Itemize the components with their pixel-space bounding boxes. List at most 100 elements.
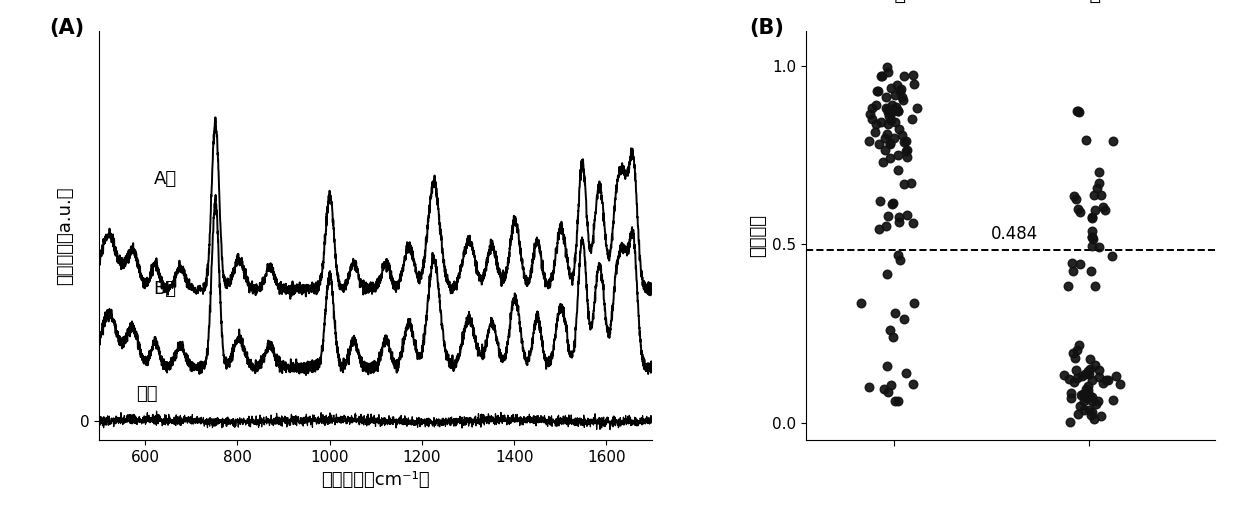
Point [1069, 108, 1089, 116]
Text: A型: A型 [882, 0, 906, 4]
Text: (B): (B) [749, 18, 784, 38]
Point [1083, 235, 1102, 243]
Point [1110, 380, 1130, 388]
Point [866, 120, 885, 129]
Point [880, 139, 900, 147]
Point [877, 63, 897, 72]
Point [897, 211, 916, 219]
Point [1087, 184, 1107, 192]
Point [1089, 373, 1109, 381]
Point [867, 87, 887, 95]
Point [1074, 390, 1094, 398]
Point [1060, 418, 1080, 426]
Point [1076, 391, 1096, 399]
Text: B型: B型 [1076, 0, 1101, 4]
Point [870, 197, 890, 205]
Point [882, 381, 901, 389]
Point [1070, 401, 1090, 410]
Point [1085, 360, 1105, 369]
Point [862, 104, 882, 112]
Point [1079, 382, 1099, 390]
Point [1076, 394, 1096, 402]
Point [874, 385, 894, 393]
Point [873, 72, 893, 80]
Point [878, 362, 898, 370]
Point [1080, 370, 1100, 378]
Point [890, 85, 910, 93]
Point [877, 93, 897, 101]
Point [885, 397, 905, 405]
Point [1091, 191, 1111, 199]
Point [1079, 406, 1099, 414]
Point [1094, 379, 1114, 387]
Point [1073, 371, 1092, 379]
Point [859, 137, 879, 145]
Point [890, 256, 910, 264]
Point [897, 137, 916, 145]
Point [878, 68, 898, 76]
X-axis label: 拉曼频移（cm⁻¹）: 拉曼频移（cm⁻¹） [321, 471, 430, 488]
Point [889, 397, 909, 406]
Point [1070, 260, 1090, 268]
Point [885, 118, 905, 126]
Point [898, 153, 918, 161]
Point [1070, 208, 1090, 217]
Point [1083, 227, 1102, 235]
Point [1060, 394, 1080, 402]
Text: 0.484: 0.484 [991, 225, 1039, 243]
Point [851, 299, 870, 307]
Point [877, 130, 897, 138]
Point [1080, 355, 1100, 363]
Point [1089, 366, 1109, 374]
Point [884, 134, 904, 142]
Point [1075, 370, 1095, 378]
Text: B型: B型 [154, 280, 176, 298]
Point [1059, 282, 1079, 290]
Point [887, 105, 906, 114]
Point [883, 105, 903, 114]
Point [888, 251, 908, 259]
Point [1085, 206, 1105, 214]
Point [873, 158, 893, 166]
Point [880, 154, 900, 162]
Point [1081, 411, 1101, 419]
Point [1063, 349, 1083, 357]
Point [1081, 214, 1101, 222]
Point [1069, 204, 1089, 212]
Point [890, 87, 910, 95]
Point [1068, 374, 1087, 382]
Point [880, 140, 900, 148]
Point [1102, 252, 1122, 260]
Point [1081, 242, 1101, 250]
Point [1054, 371, 1074, 379]
Point [1068, 107, 1087, 115]
Point [866, 128, 885, 136]
Point [908, 104, 928, 112]
Point [904, 219, 924, 227]
Point [895, 369, 915, 377]
Point [862, 115, 882, 123]
Point [885, 91, 905, 99]
Point [1086, 400, 1106, 408]
Point [878, 120, 898, 128]
Point [1069, 106, 1089, 115]
Point [1069, 410, 1089, 418]
Point [1074, 392, 1094, 400]
Point [887, 102, 906, 111]
Point [903, 115, 923, 123]
Point [884, 333, 904, 341]
Point [1080, 365, 1100, 373]
Point [903, 380, 923, 388]
Point [1061, 259, 1081, 267]
Point [1080, 391, 1100, 399]
Text: A型: A型 [154, 170, 177, 188]
Point [889, 212, 909, 221]
Point [870, 117, 890, 125]
Point [1064, 378, 1084, 386]
Point [1091, 412, 1111, 420]
Point [882, 115, 901, 123]
Point [888, 106, 908, 115]
Point [1102, 396, 1122, 404]
Point [883, 199, 903, 207]
Point [1096, 376, 1116, 385]
